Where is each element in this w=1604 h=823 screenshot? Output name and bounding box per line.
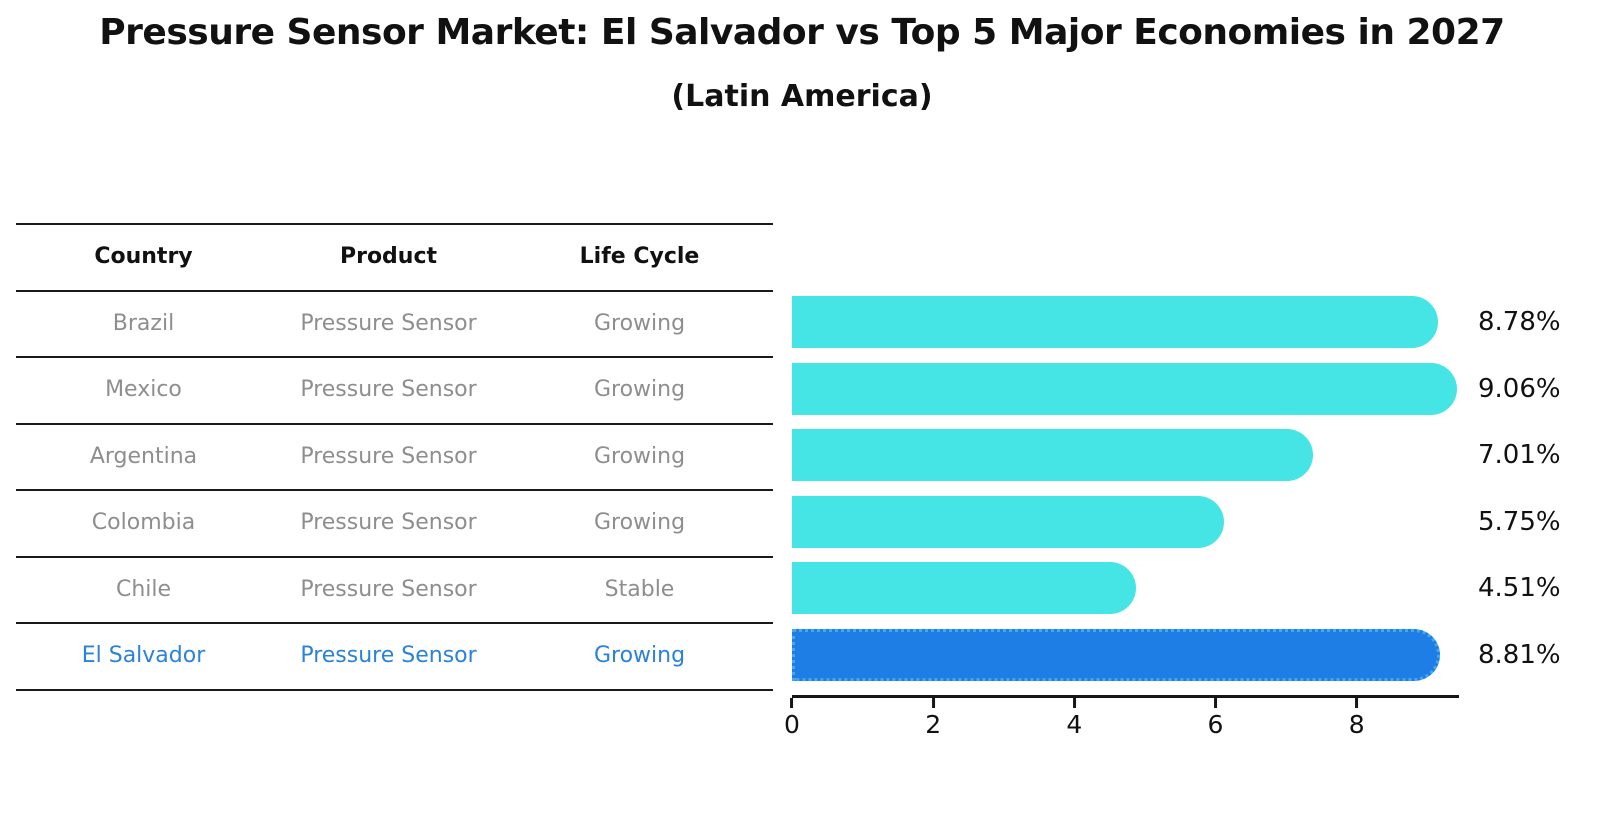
x-axis-tick: 8 [1349, 698, 1365, 737]
tick-mark [931, 698, 935, 708]
bar-chart: 8.78% 9.06% 7.01% 5.75% 4.51% 8.81% 0 [784, 289, 1604, 769]
table-row-brazil: Brazil Pressure Sensor Growing [16, 292, 773, 358]
bar-row-colombia: 5.75% [792, 489, 1604, 556]
table-header-row: Country Product Life Cycle [16, 225, 773, 292]
lifecycle-cell: Growing [593, 377, 686, 403]
country-cell: Colombia [91, 510, 196, 536]
bar-value-label: 7.01% [1478, 440, 1561, 471]
x-axis-tick: 0 [784, 698, 800, 737]
x-axis-tick: 4 [1066, 698, 1082, 737]
bar-row-mexico: 9.06% [792, 356, 1604, 423]
product-cell: Pressure Sensor [300, 310, 477, 336]
country-table: Country Product Life Cycle Brazil Pressu… [16, 223, 773, 691]
tick-mark [790, 698, 794, 708]
table-row-argentina: Argentina Pressure Sensor Growing [16, 425, 773, 491]
product-cell: Pressure Sensor [300, 377, 477, 403]
table-row-colombia: Colombia Pressure Sensor Growing [16, 491, 773, 558]
product-cell: Pressure Sensor [300, 643, 477, 669]
x-axis: 0 2 4 6 8 [784, 695, 1459, 737]
tick-label: 0 [784, 710, 800, 739]
bar-mexico [792, 362, 1458, 415]
product-cell: Pressure Sensor [300, 443, 477, 469]
country-cell: Argentina [89, 443, 198, 469]
bar-argentina [792, 429, 1313, 481]
tick-label: 6 [1207, 710, 1224, 739]
country-cell: Mexico [105, 377, 182, 403]
bar-value-label: 9.06% [1478, 373, 1561, 404]
bar-row-el-salvador: 8.81% [792, 622, 1604, 689]
product-cell: Pressure Sensor [300, 510, 477, 536]
bar-row-chile: 4.51% [792, 555, 1604, 622]
tick-label: 4 [1066, 710, 1083, 739]
lifecycle-cell: Stable [604, 576, 675, 602]
bar-value-label: 4.51% [1478, 573, 1561, 604]
bar-brazil [792, 296, 1438, 348]
column-header-product: Product [339, 244, 438, 270]
lifecycle-cell: Growing [593, 643, 686, 669]
table-row-mexico: Mexico Pressure Sensor Growing [16, 358, 773, 425]
tick-mark [1072, 698, 1076, 708]
lifecycle-cell: Growing [593, 310, 686, 336]
country-cell: El Salvador [81, 643, 206, 669]
tick-label: 8 [1348, 710, 1365, 739]
tick-mark [1355, 698, 1359, 708]
bar-value-label: 5.75% [1478, 506, 1561, 537]
lifecycle-cell: Growing [593, 510, 686, 536]
bar-row-brazil: 8.78% [792, 289, 1604, 356]
tick-mark [1213, 698, 1217, 708]
country-cell: Chile [115, 576, 172, 602]
page-subtitle: (Latin America) [671, 79, 933, 114]
bar-colombia [792, 495, 1224, 548]
bar-row-argentina: 7.01% [792, 422, 1604, 489]
column-header-lifecycle: Life Cycle [579, 244, 700, 270]
page-title: Pressure Sensor Market: El Salvador vs T… [99, 12, 1505, 53]
country-cell: Brazil [112, 310, 175, 336]
bar-value-label: 8.81% [1478, 639, 1561, 670]
x-axis-tick: 2 [925, 698, 941, 737]
bar-value-label: 8.78% [1478, 307, 1561, 338]
bar-chile [792, 562, 1137, 614]
bar-el-salvador [792, 628, 1440, 681]
x-axis-tick: 6 [1207, 698, 1224, 739]
table-row-chile: Chile Pressure Sensor Stable [16, 558, 773, 624]
product-cell: Pressure Sensor [300, 576, 477, 602]
column-header-country: Country [94, 244, 193, 270]
tick-label: 2 [925, 710, 942, 739]
lifecycle-cell: Growing [593, 443, 686, 469]
table-row-el-salvador: El Salvador Pressure Sensor Growing [16, 624, 773, 691]
